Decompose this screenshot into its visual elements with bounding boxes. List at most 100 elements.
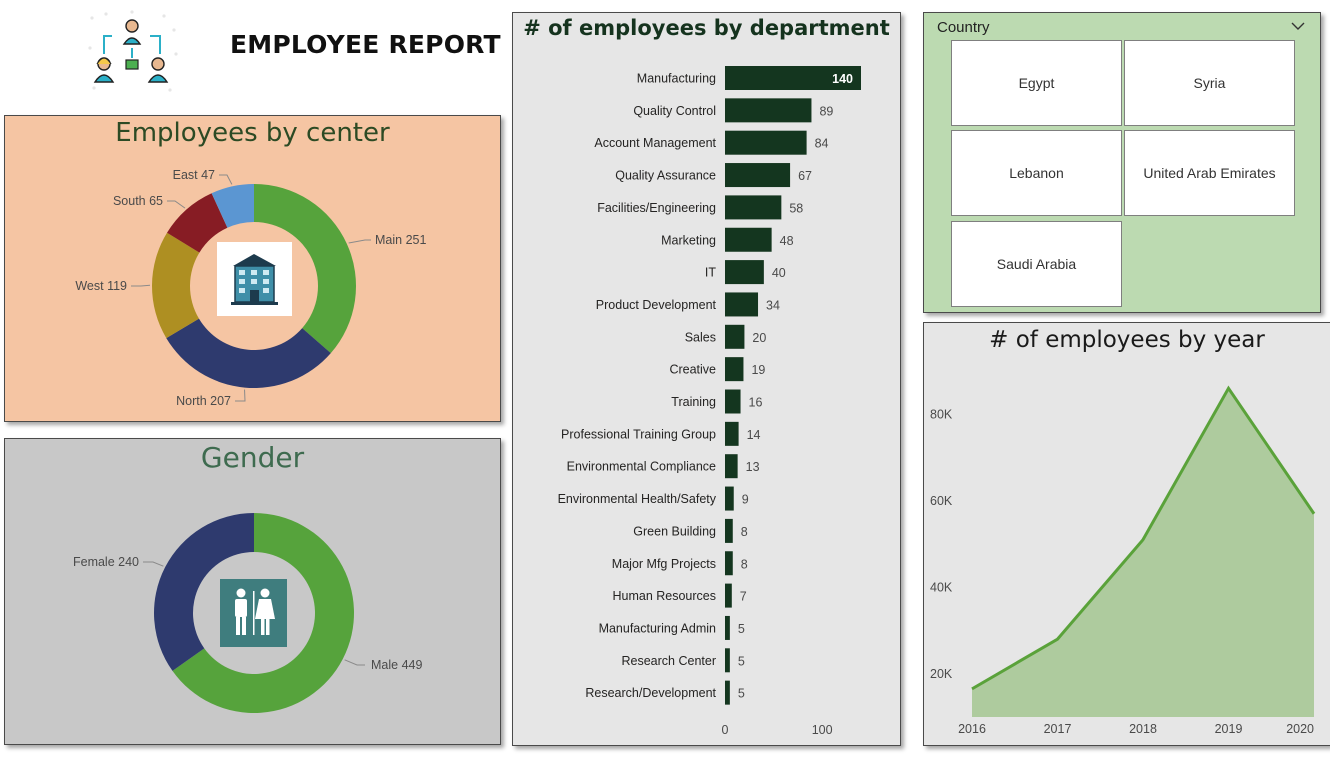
slice-label: Main 251 bbox=[375, 233, 426, 247]
x-tick-label: 100 bbox=[812, 723, 833, 737]
bar[interactable] bbox=[725, 486, 734, 511]
bar-category-label: Major Mfg Projects bbox=[612, 557, 716, 571]
bar-value-label: 89 bbox=[819, 104, 833, 118]
employees-by-department-card: # of employees by department Manufacturi… bbox=[512, 12, 901, 746]
bar[interactable] bbox=[725, 324, 745, 349]
employees-by-year-card: # of employees by year 20K 40K 60K 80K 2016 2… bbox=[923, 322, 1330, 746]
bar[interactable] bbox=[725, 583, 732, 608]
bar-value-label: 8 bbox=[741, 557, 748, 571]
bar-category-label: IT bbox=[705, 266, 716, 280]
bar[interactable] bbox=[725, 260, 764, 285]
slice-east[interactable] bbox=[211, 184, 254, 228]
bar-value-label: 140 bbox=[832, 72, 853, 86]
x-tick-label: 2020 bbox=[1286, 722, 1314, 736]
slicer-option-egypt[interactable]: Egypt bbox=[951, 40, 1122, 126]
bar-category-label: Quality Assurance bbox=[615, 169, 716, 183]
bar-value-label: 14 bbox=[747, 428, 761, 442]
bar-category-label: Quality Control bbox=[633, 104, 716, 118]
bar[interactable] bbox=[725, 389, 741, 414]
leader-line bbox=[167, 200, 186, 209]
y-tick-label: 60K bbox=[930, 494, 953, 508]
bar[interactable] bbox=[725, 551, 733, 576]
leader-line bbox=[143, 561, 164, 567]
leader-line bbox=[219, 174, 233, 185]
page-title: EMPLOYEE REPORT bbox=[230, 30, 501, 59]
slicer-option-lebanon[interactable]: Lebanon bbox=[951, 130, 1122, 216]
bar[interactable] bbox=[725, 648, 730, 673]
chevron-down-icon[interactable] bbox=[1290, 19, 1306, 33]
bar[interactable] bbox=[725, 130, 807, 155]
report-header: EMPLOYEE REPORT bbox=[0, 0, 505, 112]
bar-value-label: 34 bbox=[766, 298, 780, 312]
leader-line bbox=[131, 284, 151, 287]
x-tick-label: 2016 bbox=[958, 722, 986, 736]
bar-value-label: 8 bbox=[741, 525, 748, 539]
bar-category-label: Marketing bbox=[661, 233, 716, 247]
bar-category-label: Product Development bbox=[596, 298, 717, 312]
bar-value-label: 9 bbox=[742, 493, 749, 507]
slice-male[interactable] bbox=[172, 513, 354, 713]
slicer-header: Country bbox=[937, 19, 990, 36]
slice-female[interactable] bbox=[153, 513, 254, 671]
bar[interactable] bbox=[725, 680, 730, 705]
slice-main[interactable] bbox=[254, 184, 356, 354]
bar[interactable] bbox=[725, 227, 772, 252]
slice-label: East 47 bbox=[173, 168, 215, 182]
bar-value-label: 48 bbox=[780, 234, 794, 248]
bar-category-label: Research Center bbox=[622, 654, 717, 668]
slice-label: North 207 bbox=[176, 394, 231, 408]
x-tick-label: 2018 bbox=[1129, 722, 1157, 736]
bar-category-label: Manufacturing bbox=[637, 72, 716, 86]
bar[interactable] bbox=[725, 615, 730, 640]
slice-north[interactable] bbox=[166, 318, 331, 388]
leader-line bbox=[344, 659, 365, 666]
gender-donut-chart: Male 449 Female 240 bbox=[73, 513, 422, 713]
bar[interactable] bbox=[725, 518, 733, 543]
slicer-option-syria[interactable]: Syria bbox=[1124, 40, 1295, 126]
bar-category-label: Training bbox=[671, 395, 716, 409]
team-org-icon bbox=[84, 8, 180, 100]
slice-west[interactable] bbox=[152, 232, 200, 339]
bar-value-label: 5 bbox=[738, 654, 745, 668]
bar-value-label: 13 bbox=[746, 460, 760, 474]
bar[interactable] bbox=[725, 195, 782, 220]
y-tick-label: 40K bbox=[930, 580, 953, 594]
slice-label: West 119 bbox=[75, 279, 127, 293]
slicer-option-uae[interactable]: United Arab Emirates bbox=[1124, 130, 1295, 216]
bar-value-label: 67 bbox=[798, 169, 812, 183]
bar[interactable] bbox=[725, 66, 861, 90]
bar-category-label: Environmental Health/Safety bbox=[558, 492, 717, 506]
bar[interactable] bbox=[725, 98, 812, 123]
y-tick-label: 80K bbox=[930, 407, 953, 421]
bar[interactable] bbox=[725, 454, 738, 479]
bar[interactable] bbox=[725, 292, 759, 317]
gender-card: Gender Male 449 Female 240 bbox=[4, 438, 501, 745]
x-tick-label: 0 bbox=[722, 723, 729, 737]
y-tick-label: 20K bbox=[930, 667, 953, 681]
center-donut-chart: Main 251 North 207 West 119 South 65 East 47 bbox=[75, 168, 426, 408]
restroom-icon bbox=[220, 579, 287, 647]
gender-chart-title: Gender bbox=[200, 441, 305, 474]
bar-category-label: Creative bbox=[669, 363, 716, 377]
bar[interactable] bbox=[725, 421, 739, 446]
leader-line bbox=[348, 239, 371, 244]
bar-category-label: Professional Training Group bbox=[561, 427, 716, 441]
bar[interactable] bbox=[725, 163, 791, 188]
bar-category-label: Manufacturing Admin bbox=[599, 621, 716, 635]
slicer-option-saudi-arabia[interactable]: Saudi Arabia bbox=[951, 221, 1122, 307]
area-line[interactable] bbox=[971, 385, 1316, 691]
slice-south[interactable] bbox=[167, 193, 228, 253]
bar-value-label: 19 bbox=[751, 363, 765, 377]
year-area-chart: 20K 40K 60K 80K 2016 2017 2018 2019 2020 bbox=[930, 385, 1316, 736]
country-slicer: Country Egypt Syria Lebanon United Arab … bbox=[923, 12, 1321, 313]
department-chart-title: # of employees by department bbox=[523, 16, 890, 40]
x-tick-label: 2017 bbox=[1044, 722, 1072, 736]
bar-value-label: 20 bbox=[752, 331, 766, 345]
bar-category-label: Sales bbox=[685, 330, 716, 344]
bar-value-label: 40 bbox=[772, 266, 786, 280]
bar-category-label: Account Management bbox=[594, 136, 716, 150]
employees-by-center-card: Employees by center Main 251 North 207 Wes… bbox=[4, 115, 501, 422]
year-chart-title: # of employees by year bbox=[989, 327, 1265, 353]
bar[interactable] bbox=[725, 357, 744, 382]
